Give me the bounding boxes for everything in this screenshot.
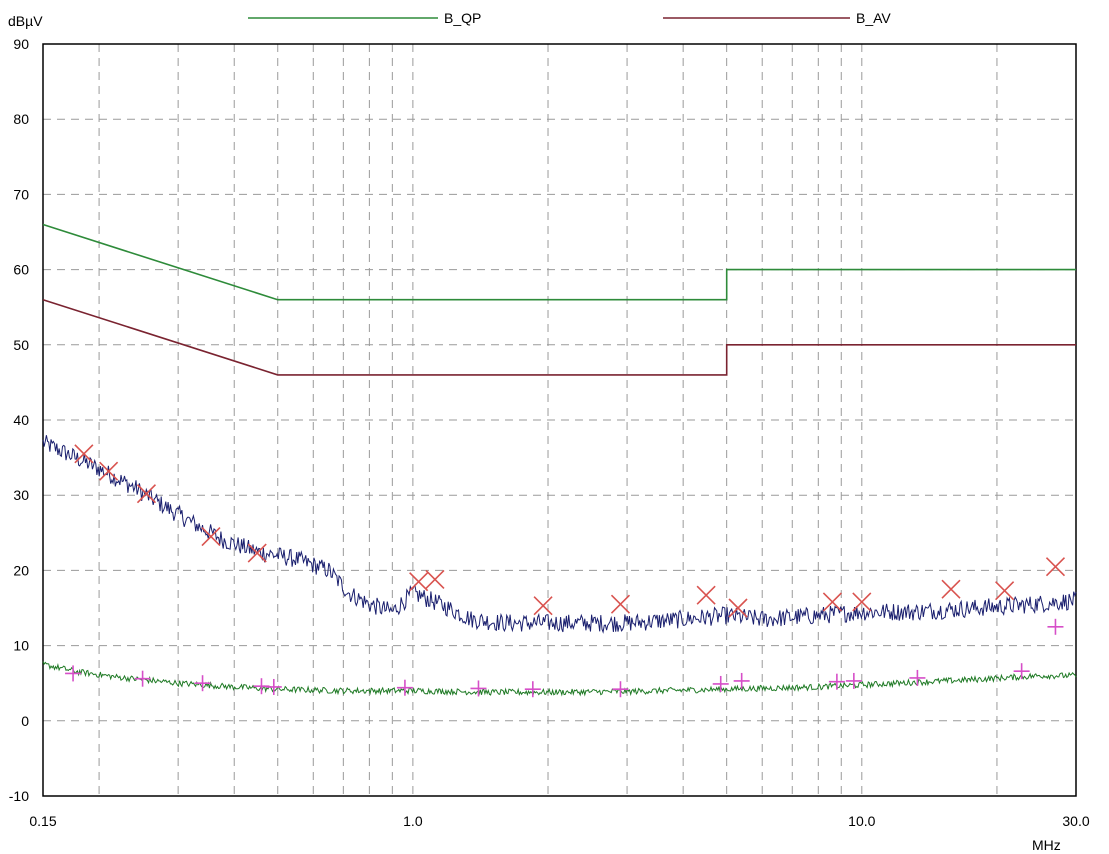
y-tick-label: 90 [13,36,29,52]
peak-marker-x [533,596,553,616]
chart-series [42,223,1077,697]
average-marker-plus [828,673,845,690]
average-marker-plus [1013,663,1030,680]
plot-frame [42,43,1077,797]
y-tick-label: 80 [13,111,29,127]
y-tick-label: 0 [21,713,29,729]
average-marker-plus [612,681,629,698]
average-marker-plus [909,669,926,686]
average-marker-plus [265,678,282,695]
average-marker-plus [194,675,211,692]
x-tick-label: 1.0 [403,813,423,829]
peak-marker-x [99,461,119,481]
peak-marker-x [696,585,716,605]
peak-marker-x [995,581,1015,601]
x-tick-label: 0.15 [29,813,56,829]
peak-marker-x [409,572,429,592]
average-marker-plus [396,679,413,696]
marker-stroke [822,592,842,612]
chart-legend: B_QP B_AV [248,10,891,26]
average-marker-plus [470,680,487,697]
average-marker-plus [733,672,750,689]
y-tick-label: 40 [13,412,29,428]
peak-marker-x [74,444,94,464]
average-marker-plus [845,672,862,689]
tick-labels: -10 0 10 20 30 40 50 60 70 80 90 0.15 1.0 10.0 30.0 [9,36,1090,829]
marker-stroke [728,598,748,618]
y-tick-label: 10 [13,638,29,654]
peak-marker-x [247,543,267,563]
y-axis-label: dBµV [8,13,43,29]
peak-marker-x [852,592,872,612]
peak-marker-x [728,598,748,618]
peak-marker-x [1045,557,1066,577]
average-marker-plus [1047,618,1064,635]
y-tick-label: 20 [13,562,29,578]
peak-trace [42,435,1077,634]
peak-marker-x [941,579,961,599]
x-tick-label: 10.0 [848,813,875,829]
y-tick-label: 50 [13,337,29,353]
marker-stroke [201,526,221,547]
marker-stroke [136,484,157,504]
marker-stroke [533,596,553,616]
y-tick-label: -10 [9,788,29,804]
peak-marker-x [425,569,445,589]
peak-marker-x [822,592,842,612]
x-tick-label: 30.0 [1062,813,1089,829]
marker-stroke [610,594,631,614]
y-tick-label: 30 [13,487,29,503]
legend-label-b-qp: B_QP [444,10,481,26]
marker-stroke [425,569,445,589]
average-marker-plus [712,675,729,692]
y-tick-label: 60 [13,262,29,278]
peak-marker-x [201,526,221,547]
chart-axes [42,43,1077,797]
marker-stroke [247,543,267,563]
limit-line-b-av [42,298,1076,376]
marker-stroke [852,592,872,612]
average-marker-plus [134,670,151,687]
x-axis-label: MHz [1032,837,1061,853]
average-trace [42,661,1077,697]
y-tick-label: 70 [13,186,29,202]
marker-stroke [941,579,961,599]
peak-marker-x [610,594,631,614]
chart-markers [65,444,1066,698]
peak-marker-x [136,484,157,504]
limit-line-b-qp [42,223,1076,301]
legend-label-b-av: B_AV [856,10,891,26]
marker-stroke [99,461,119,481]
marker-stroke [409,572,429,592]
average-marker-plus [65,665,82,682]
marker-stroke [1045,557,1066,577]
marker-stroke [696,585,716,605]
marker-stroke [74,444,94,464]
marker-stroke [995,581,1015,601]
average-marker-plus [524,681,541,698]
